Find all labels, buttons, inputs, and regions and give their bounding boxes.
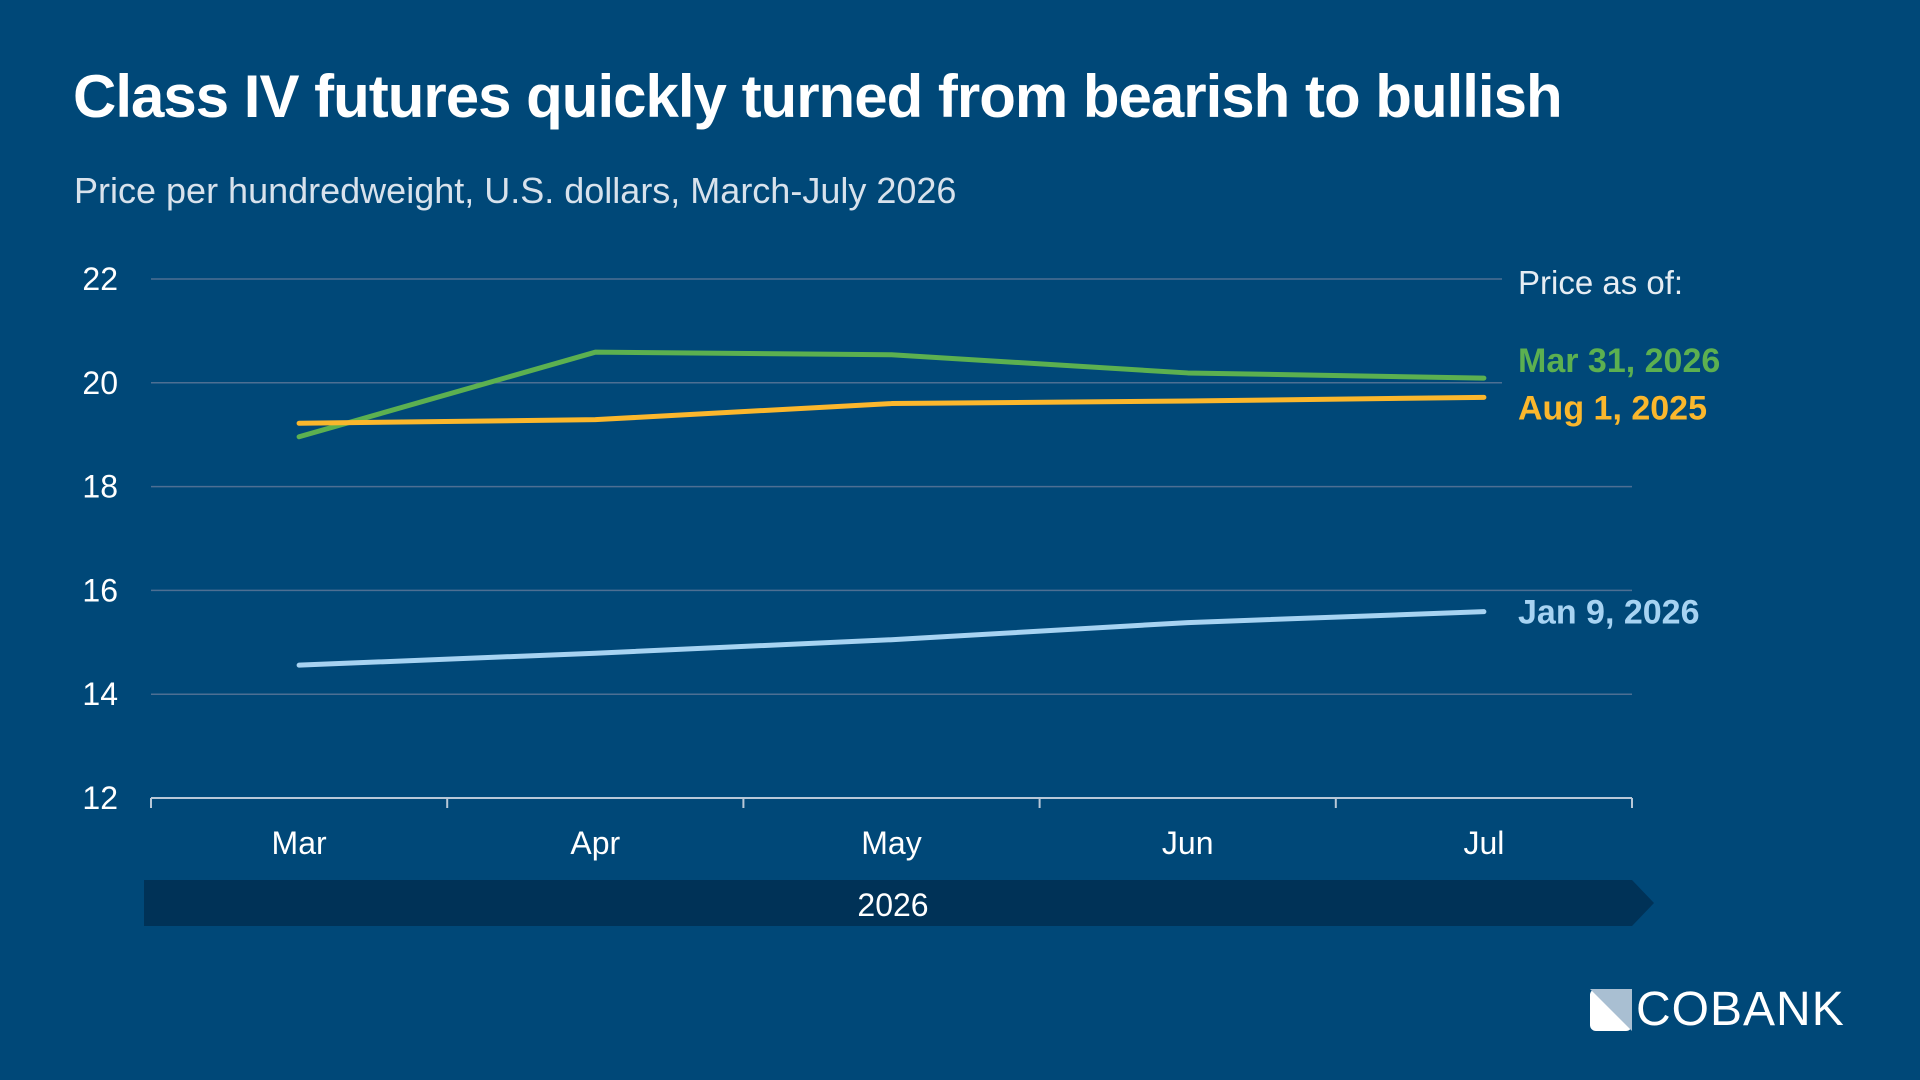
- y-tick-label: 12: [82, 780, 118, 816]
- y-tick-label: 14: [82, 676, 118, 712]
- y-tick-label: 20: [82, 365, 118, 401]
- chart-title: Class IV futures quickly turned from bea…: [73, 63, 1563, 130]
- x-tick-label: Jun: [1162, 825, 1214, 861]
- y-tick-label: 18: [82, 469, 118, 505]
- legend-title: Price as of:: [1518, 264, 1683, 301]
- chart-subtitle: Price per hundredweight, U.S. dollars, M…: [74, 170, 957, 211]
- series-line: [296, 349, 1487, 440]
- year-band-label: 2026: [857, 887, 928, 923]
- series-line: [296, 394, 1487, 426]
- year-band: [144, 880, 1654, 926]
- cobank-logo-text: COBANK: [1636, 983, 1845, 1036]
- cobank-logo: COBANK: [1590, 982, 1845, 1037]
- y-tick-label: 22: [82, 261, 118, 297]
- x-tick-label: Mar: [272, 825, 327, 861]
- y-tick-label: 16: [82, 572, 118, 608]
- series-label: Jan 9, 2026: [1518, 594, 1699, 632]
- x-tick-label: Apr: [570, 825, 620, 861]
- series-line: [296, 609, 1487, 668]
- x-tick-label: Jul: [1463, 825, 1504, 861]
- cobank-logo-mark: [1590, 988, 1632, 1031]
- series-label: Mar 31, 2026: [1518, 342, 1720, 380]
- x-tick-label: May: [861, 825, 921, 861]
- series-label: Aug 1, 2025: [1518, 389, 1707, 427]
